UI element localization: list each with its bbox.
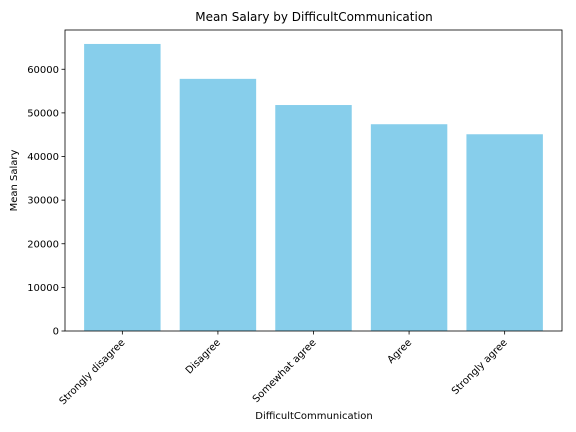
- y-tick-label: 0: [53, 327, 59, 338]
- y-tick-label: 10000: [27, 283, 59, 294]
- bars: [84, 43, 543, 332]
- y-axis-label: Mean Salary: [9, 150, 20, 212]
- x-axis-label: DifficultCommunication: [255, 411, 373, 422]
- chart-title: Mean Salary by DifficultCommunication: [195, 10, 433, 24]
- y-tick-label: 30000: [27, 196, 59, 207]
- bar: [275, 105, 352, 331]
- x-axis: Strongly disagree Disagree Somewhat agree A…: [58, 331, 510, 407]
- y-axis: 0 10000 20000 30000 40000 50000 60000: [27, 65, 65, 338]
- x-tick-label: Somewhat agree: [251, 337, 319, 405]
- y-tick-label: 40000: [27, 152, 59, 163]
- x-tick-label: Strongly disagree: [58, 337, 128, 407]
- y-tick-label: 20000: [27, 239, 59, 250]
- bar: [179, 78, 257, 331]
- bar: [370, 124, 448, 331]
- plot-frame: [64, 29, 563, 332]
- x-tick-label: Strongly agree: [450, 337, 510, 397]
- x-tick-label: Agree: [386, 337, 415, 366]
- y-tick-label: 50000: [27, 108, 59, 119]
- bar: [466, 134, 543, 331]
- x-tick-label: Disagree: [184, 337, 223, 376]
- bar: [84, 43, 161, 332]
- y-tick-label: 60000: [27, 65, 59, 76]
